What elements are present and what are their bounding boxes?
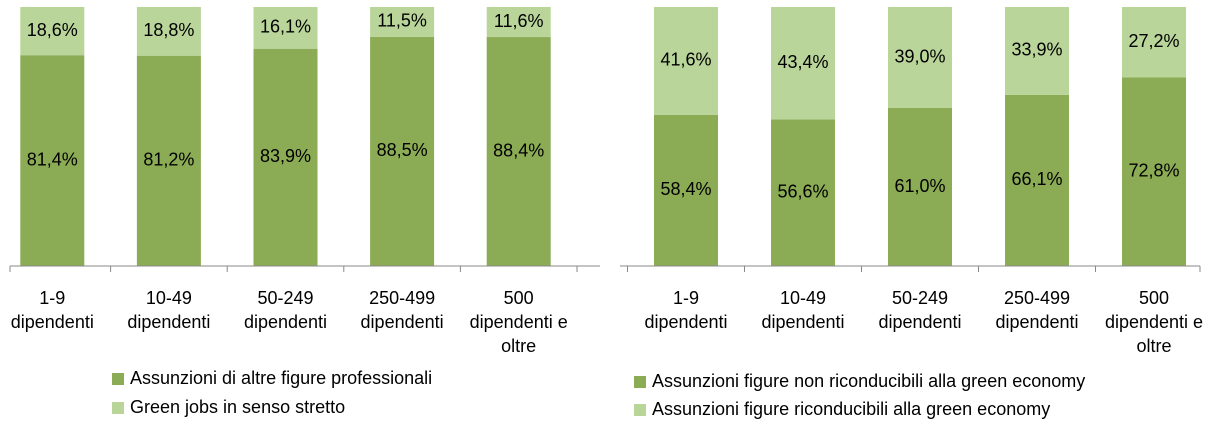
data-label: 56,6% xyxy=(777,181,828,201)
data-label: 39,0% xyxy=(894,46,945,66)
bar-segment xyxy=(486,7,551,38)
data-label: 11,6% xyxy=(494,11,544,31)
data-label: 81,4% xyxy=(27,149,78,169)
bar-segment xyxy=(20,55,85,267)
bar-segment xyxy=(771,119,835,266)
bar-segment xyxy=(654,7,718,115)
x-tick-label: 10-49 dipendenti xyxy=(761,288,845,332)
bar-segment xyxy=(888,7,952,109)
data-label: 27,2% xyxy=(1128,31,1179,51)
x-tick-label: 1-9 dipendenti xyxy=(644,288,728,332)
bar-segment xyxy=(370,36,435,266)
x-tick-label: 1-9 dipendenti xyxy=(10,288,94,332)
legend-swatch xyxy=(634,403,646,416)
bar-segment xyxy=(1005,94,1069,267)
legend-label: Assunzioni di altre figure professionali xyxy=(130,368,433,388)
data-label: 81,2% xyxy=(143,150,194,170)
x-tick-label: 500 dipendenti e oltre xyxy=(1104,288,1204,356)
data-label: 41,6% xyxy=(660,50,711,70)
x-tick-label: 250-499 dipendenti xyxy=(995,288,1079,332)
data-label: 88,5% xyxy=(377,140,428,160)
x-tick-label: 250-499 dipendenti xyxy=(360,288,444,332)
bar-segment xyxy=(771,7,835,120)
bar-segment xyxy=(654,114,718,266)
bar-segment xyxy=(1122,7,1186,78)
legend-label: Assunzioni figure riconducibili alla gre… xyxy=(652,399,1051,419)
data-label: 43,4% xyxy=(777,52,828,72)
bar-segment xyxy=(370,7,435,37)
bar-segment xyxy=(888,108,952,266)
data-label: 72,8% xyxy=(1128,160,1179,180)
x-tick-label: 10-49 dipendenti xyxy=(127,288,211,332)
bar-segment xyxy=(253,7,318,49)
data-label: 61,0% xyxy=(894,176,945,196)
legend-swatch xyxy=(634,375,646,388)
legend-item: Green jobs in senso stretto xyxy=(112,397,345,418)
bar-segment xyxy=(1005,7,1069,95)
data-label: 16,1% xyxy=(260,17,311,37)
legend-item: Assunzioni figure non riconducibili alla… xyxy=(634,371,1085,392)
data-label: 18,6% xyxy=(27,20,78,40)
bar-segment xyxy=(253,48,318,266)
legend-item: Assunzioni di altre figure professionali xyxy=(112,368,432,389)
data-label: 83,9% xyxy=(260,146,311,166)
legend-swatch xyxy=(112,401,124,414)
data-label: 33,9% xyxy=(1011,40,1062,60)
legend-item: Assunzioni figure riconducibili alla gre… xyxy=(634,399,1050,420)
bar-segment xyxy=(136,55,201,266)
legend-label: Green jobs in senso stretto xyxy=(130,397,346,417)
legend-label: Assunzioni figure non riconducibili alla… xyxy=(652,371,1086,391)
bar-segment xyxy=(486,37,551,266)
data-label: 58,4% xyxy=(660,179,711,199)
data-label: 11,5% xyxy=(377,11,427,31)
bar-segment xyxy=(136,7,201,56)
data-label: 66,1% xyxy=(1011,169,1062,189)
x-tick-label: 50-249 dipendenti xyxy=(878,288,962,332)
x-tick-label: 50-249 dipendenti xyxy=(243,288,328,332)
legend-swatch xyxy=(112,372,124,385)
data-label: 88,4% xyxy=(493,140,544,160)
x-tick-label: 500 dipendenti e oltre xyxy=(469,288,568,356)
bar-segment xyxy=(20,7,85,56)
bar-segment xyxy=(1122,77,1186,266)
data-label: 18,8% xyxy=(143,20,194,40)
